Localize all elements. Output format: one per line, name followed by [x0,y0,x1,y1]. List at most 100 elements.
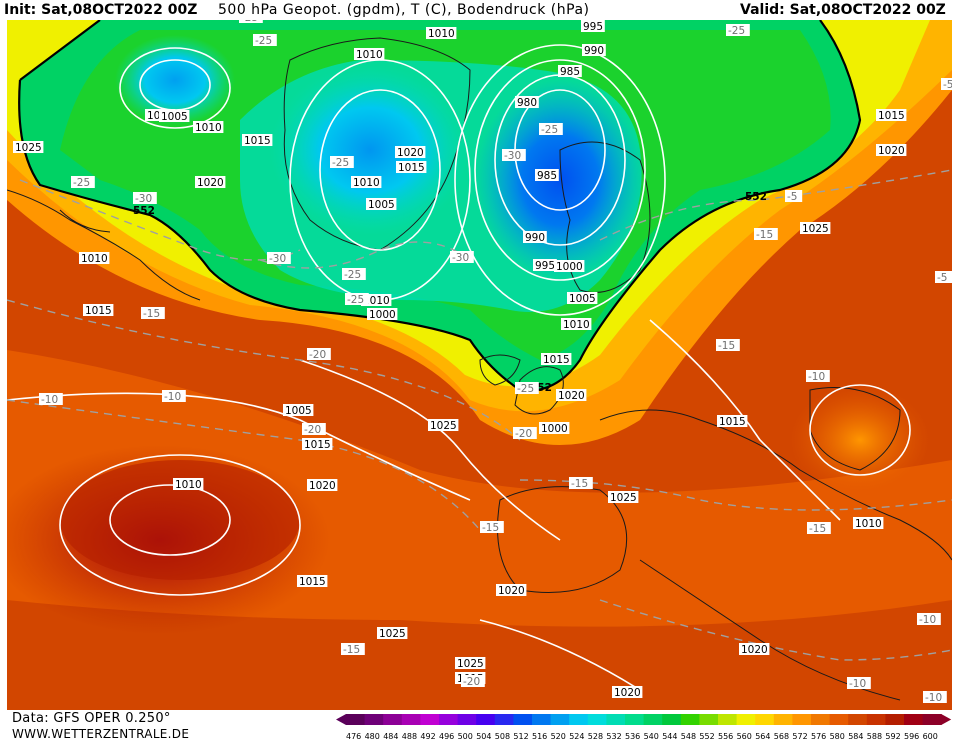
colorbar-cell-18 [680,714,700,725]
pressure-label-30: 1025 [430,420,457,432]
pressure-label-box-13 [366,198,397,210]
colorbar-tick-588: 588 [867,732,882,741]
pressure-label-box-9 [83,304,114,316]
pressure-label-box-5 [242,134,273,146]
website-label: WWW.WETTERZENTRALE.DE [12,727,190,741]
temperature-label-box-30 [785,190,803,202]
temperature-label-box-24 [807,522,831,534]
temperature-label-13: -15 [756,229,773,241]
colorbar-cell-8 [494,714,514,725]
colorbar-cell-17 [662,714,682,725]
greenland-coast [283,37,471,251]
temperature-label-box-29 [941,78,952,90]
colorbar: 476 480 484 488 492 496 500 504 508 512 516 520 524 5… [336,714,952,741]
pressure-label-21: 990 [525,232,545,244]
temperature-label-12: -15 [143,308,160,320]
pressure-label-9: 1015 [85,305,112,317]
temperature-label-box-6 [133,192,157,204]
isobar-995 [454,44,666,316]
pressure-label-box-37 [377,627,408,639]
colorbar-cell-25 [811,714,831,725]
temperature-label-box-32 [239,20,263,23]
temperature-label-29: -5 [943,79,952,91]
pressure-label-box-23 [554,260,585,272]
colorbar-cell-2 [383,714,403,725]
pressure-label-box-10 [395,146,426,158]
pressure-label-23: 1000 [556,261,583,273]
isobar-1015-south [479,619,641,691]
temperature-label-28: -10 [925,692,942,704]
colorbar-tick-596: 596 [904,732,919,741]
isotherm-10-east [519,479,952,511]
colorbar-right-arrow [941,714,952,725]
pressure-label-25: 1010 [563,319,590,331]
pressure-label-box-38 [739,643,770,655]
colorbar-tick-500: 500 [458,732,473,741]
pressure-label-box-4 [193,121,224,133]
temperature-label-box-14 [716,339,740,351]
pressure-label-box-29 [283,404,314,416]
colorbar-cell-4 [420,714,440,725]
colorbar-tick-504: 504 [476,732,491,741]
pressure-label-7: 1020 [197,177,224,189]
pressure-label-18: 985 [560,66,580,78]
temperature-label-22: -20 [304,424,321,436]
colorbar-tick-528: 528 [588,732,603,741]
colorbar-tick-576: 576 [811,732,826,741]
pressure-label-36: 1025 [610,492,637,504]
colorbar-cell-20 [718,714,738,725]
colorbar-tick-484: 484 [383,732,398,741]
pressure-label-40: 1020 [614,687,641,699]
pressure-label-6: 1025 [15,142,42,154]
temperature-label-7: -30 [269,253,286,265]
temperature-label-box-19 [513,427,537,439]
colorbar-cell-14 [606,714,626,725]
black-sea-coast [809,387,901,471]
colorbar-cell-29 [885,714,905,725]
temperature-label-27: -10 [849,678,866,690]
temperature-label-18: -25 [517,383,534,395]
pressure-label-box-16 [581,20,605,32]
pressure-label-13: 1005 [368,199,395,211]
pressure-label-35: 1020 [498,585,525,597]
pressure-label-26: 1015 [543,354,570,366]
chart-header: Init: Sat,08OCT2022 00Z 500 hPa Geopot. … [0,0,959,20]
pressure-label-24: 1005 [569,293,596,305]
isobar-1025-atl [299,359,561,541]
isotherms [7,169,952,661]
colorbar-cell-19 [699,714,719,725]
pressure-label-31: 1015 [304,439,331,451]
temperature-label-10: -25 [347,294,364,306]
weather-map-svg: 552 552 552 1010101010151005101010151025… [7,20,952,710]
pressure-label-10: 1020 [397,147,424,159]
pressure-label-box-24 [567,292,598,304]
colorbar-cell-10 [532,714,552,725]
temperature-label-box-13 [754,228,778,240]
azores-high-inner [60,460,300,580]
colorbar-cell-24 [792,714,812,725]
temperature-label-box-5 [71,176,95,188]
colorbar-tick-476: 476 [346,732,361,741]
pressure-label-box-19 [515,96,539,108]
isobar-1005-west [119,47,231,129]
colorbar-cell-31 [922,714,942,725]
temperature-label-box-9 [342,268,366,280]
colorbar-tick-536: 536 [625,732,640,741]
colorbar-tick-564: 564 [755,732,770,741]
pressure-label-box-25 [561,318,592,330]
colorbar-cell-15 [625,714,645,725]
temperature-label-box-26 [917,613,941,625]
init-time: Init: Sat,08OCT2022 00Z [4,2,198,18]
temperature-label-20: -15 [571,478,588,490]
colorbar-tick-548: 548 [681,732,696,741]
colorbar-tick-552: 552 [699,732,714,741]
isotherm-15 [7,299,521,441]
data-source-label: Data: GFS OPER 0.250° [12,711,171,726]
temperature-label-1: -25 [728,25,745,37]
pressure-label-box-20 [535,169,559,181]
pressure-label-box-3 [159,110,190,122]
chart-footer: Data: GFS OPER 0.250° WWW.WETTERZENTRALE… [0,710,959,741]
label-552-east: 552 [745,191,767,203]
colorbar-tick-524: 524 [569,732,584,741]
pressure-label-16: 995 [583,21,603,33]
